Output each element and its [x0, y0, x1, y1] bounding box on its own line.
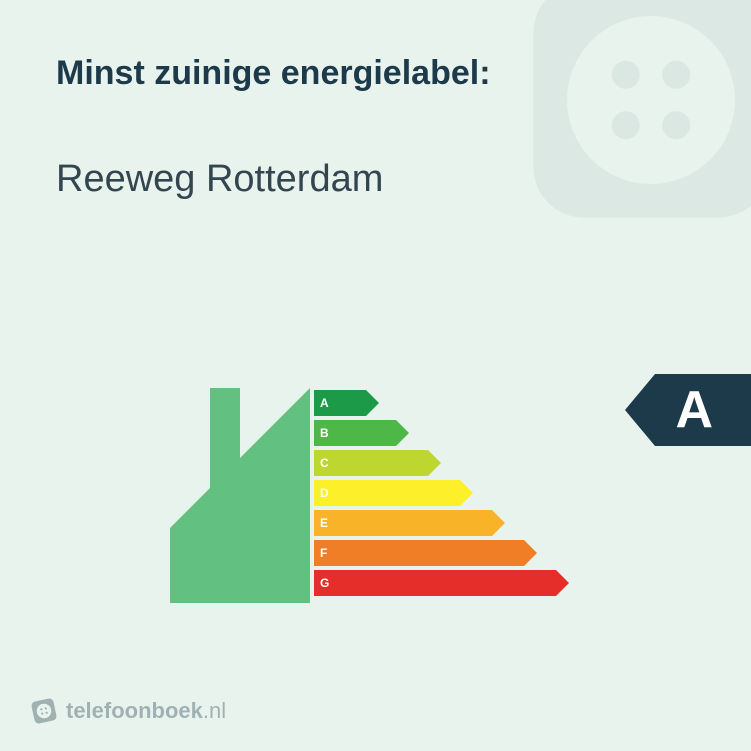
- result-badge-arrow: [625, 374, 655, 446]
- result-badge: A: [625, 374, 751, 446]
- footer-brand-tld: .nl: [203, 698, 226, 723]
- energy-bar-label: D: [314, 480, 460, 506]
- footer-brand: telefoonboek.nl: [30, 697, 226, 725]
- energy-label-chart: ABCDEFG: [170, 380, 610, 620]
- result-badge-label: A: [655, 374, 751, 446]
- footer-brand-text: telefoonboek.nl: [66, 698, 226, 724]
- energy-bar-label: B: [314, 420, 396, 446]
- house-icon: [170, 388, 310, 603]
- page-title: Minst zuinige energielabel:: [56, 54, 491, 93]
- energy-bar-label: G: [314, 570, 556, 596]
- energy-bar-label: A: [314, 390, 366, 416]
- location-name: Reeweg Rotterdam: [56, 158, 383, 201]
- energy-bar-label: F: [314, 540, 524, 566]
- footer-brand-main: telefoonboek: [66, 698, 203, 723]
- energy-bar-label: E: [314, 510, 492, 536]
- energy-bar-label: C: [314, 450, 428, 476]
- phonebook-icon: [27, 694, 60, 727]
- watermark-dial-icon: [511, 0, 751, 240]
